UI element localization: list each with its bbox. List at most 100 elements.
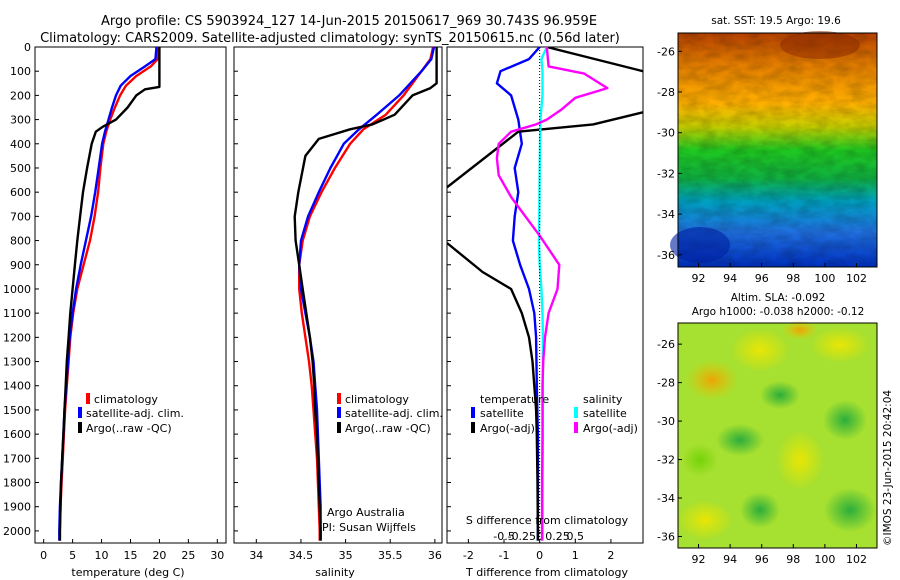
depth-tick-label: 1600 [3,428,31,441]
legend-s-satellite-swatch [574,407,578,418]
series-line-argo-raw-qc- [58,47,161,541]
legend-argo-swatch [337,422,341,433]
depth-tick-label: 1900 [3,501,31,514]
map-x-tick-label: 98 [786,553,800,566]
sla-map-title-1: Altim. SLA: -0.092 [731,292,826,304]
depth-tick-label: 100 [10,65,31,78]
legend-argo: Argo(..raw -QC) [86,422,172,435]
salinity-legend: climatology satellite-adj. clim. Argo(..… [322,393,443,534]
top-tick-label: -0.5 [493,530,514,543]
sla-map-title-2: Argo h1000: -0.038 h2000: -0.12 [692,306,865,318]
legend-t-satellite-swatch [471,407,475,418]
depth-tick-label: 200 [10,89,31,102]
temperature-series [58,47,161,541]
sst-frame [677,32,878,268]
depth-tick-label: 700 [10,210,31,223]
map-x-tick-label: 96 [755,553,769,566]
top-tick-label: -0.25 [508,530,536,543]
sst-map [670,31,878,268]
map-x-tick-label: 94 [723,272,737,285]
temperature-legend: climatology satellite-adj. clim. Argo(..… [78,393,184,435]
depth-tick-label: 1100 [3,307,31,320]
x-tick-label: 0 [536,549,543,562]
sst-axes: 92 94 96 98 100 102 -26 -28 -30 -32 -34 -36 [657,45,867,285]
map-x-tick-label: 92 [692,553,706,566]
depth-tick-label: 1500 [3,404,31,417]
x-tick-label: 35 [339,549,353,562]
depth-tick-label: 0 [24,41,31,54]
map-x-tick-label: 102 [846,272,867,285]
x-tick-label: 25 [181,549,195,562]
legend-climatology: climatology [94,393,158,406]
map-x-tick-label: 100 [814,272,835,285]
map-y-tick-label: -26 [657,45,675,58]
x-tick-label: 15 [124,549,138,562]
depth-tick-label: 400 [10,138,31,151]
legend-satellite: satellite-adj. clim. [86,407,184,420]
series-line-satellite-adj-clim- [58,47,158,541]
legend-climatology-swatch [337,393,341,404]
series-line-s-argo-adj- [495,47,609,541]
legend-temperature-title: temperature [480,393,549,406]
temperature-x-axis: 0 5 10 15 20 25 30 [40,539,224,562]
temperature-plot-frame [34,46,227,544]
legend-salinity-title: salinity [583,393,623,406]
sla-low-patch [760,381,800,409]
sla-low-patch [716,424,764,456]
difference-series [447,47,643,541]
series-line-t-satellite [495,47,541,541]
map-y-tick-label: -28 [657,377,675,390]
x-tick-label: -2 [463,549,474,562]
sla-low-patch [740,492,780,528]
legend-satellite-swatch [337,407,341,418]
x-tick-label: 36 [428,549,442,562]
difference-top-label: S difference from climatology [466,514,629,527]
legend-satellite: satellite-adj. clim. [345,407,443,420]
sla-high-patch [776,430,824,490]
x-tick-label: 5 [69,549,76,562]
depth-tick-label: 1300 [3,356,31,369]
legend-s-argo: Argo(-adj) [583,422,638,435]
sla-axes: 92 94 96 98 100 102 -26 -28 -30 -32 -34 -36 [657,338,867,566]
x-tick-label: -1 [499,549,510,562]
depth-tick-label: 300 [10,114,31,127]
series-line-t-argo-adj- [546,47,643,73]
legend-satellite-swatch [78,407,82,418]
map-y-tick-label: -30 [657,127,675,140]
header-line-2: Climatology: CARS2009. Satellite-adjuste… [40,31,620,46]
sla-high-patch [782,320,818,340]
sla-high-patch [730,328,790,372]
top-tick-label: 0.5 [567,530,585,543]
legend-argo: Argo(..raw -QC) [345,422,431,435]
map-y-tick-label: -36 [657,249,675,262]
legend-s-satellite: satellite [583,407,627,420]
sla-map [677,320,878,549]
x-tick-label: 35.5 [378,549,403,562]
depth-tick-label: 600 [10,186,31,199]
map-y-tick-label: -28 [657,86,675,99]
map-x-tick-label: 100 [814,553,835,566]
legend-s-argo-swatch [574,422,578,433]
map-y-tick-label: -32 [657,167,675,180]
header-line-1: Argo profile: CS 5903924_127 14-Jun-2015… [101,14,597,29]
depth-tick-label: 1800 [3,477,31,490]
sst-map-title: sat. SST: 19.5 Argo: 19.6 [711,15,841,27]
top-tick-label: 0.25 [545,530,570,543]
difference-legend: temperature salinity satellite Argo(-adj… [471,393,638,435]
series-line-t-argo-adj-mid [447,111,643,189]
sst-texture [678,33,877,267]
temperature-xlabel: temperature (deg C) [71,566,184,579]
legend-argo-swatch [78,422,82,433]
sla-mid-patch [682,444,718,476]
series-line-t-argo-adj-deep [447,242,540,541]
depth-tick-label: 500 [10,162,31,175]
legend-t-argo-swatch [471,422,475,433]
x-tick-label: 30 [210,549,224,562]
salinity-x-axis: 34 34.5 35 35.5 36 [249,539,442,562]
x-tick-label: 0 [40,549,47,562]
depth-tick-label: 1700 [3,452,31,465]
depth-axis: 0 100 200 300 400 500 600 700 800 900 1000 1100 1200… [3,41,451,538]
difference-plot-frame [446,46,644,544]
salinity-plot-frame [233,46,443,544]
map-x-tick-label: 94 [723,553,737,566]
